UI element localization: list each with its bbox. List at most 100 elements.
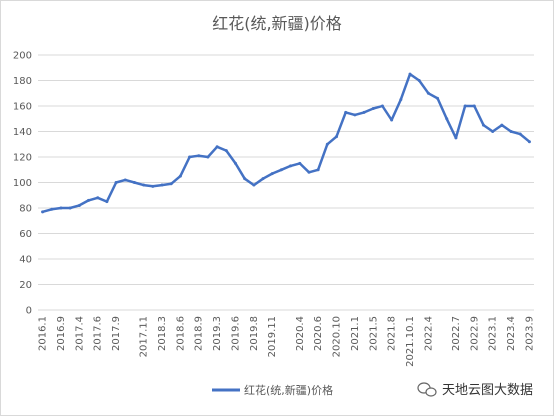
series-line bbox=[41, 72, 531, 214]
data-point bbox=[188, 155, 192, 159]
data-point bbox=[390, 118, 394, 122]
data-point bbox=[500, 123, 504, 127]
data-point bbox=[270, 172, 274, 176]
data-point bbox=[463, 104, 467, 108]
data-point bbox=[298, 161, 302, 165]
data-point bbox=[160, 183, 164, 187]
y-tick-label: 20 bbox=[19, 280, 32, 291]
x-tick-label: 2023.1 bbox=[488, 316, 499, 351]
y-tick-label: 100 bbox=[13, 178, 32, 189]
x-tick-label: 2018.9 bbox=[194, 316, 205, 351]
x-tick-label: 2021.10.1 bbox=[405, 316, 416, 367]
data-point bbox=[408, 72, 412, 76]
data-point bbox=[445, 117, 449, 121]
gridlines bbox=[38, 54, 534, 311]
data-point bbox=[215, 145, 219, 149]
data-point bbox=[50, 207, 54, 211]
data-point bbox=[362, 110, 366, 114]
data-point bbox=[279, 168, 283, 172]
data-point bbox=[114, 181, 118, 184]
x-tick-label: 2022.4 bbox=[423, 316, 434, 351]
data-point bbox=[77, 203, 81, 207]
data-point bbox=[261, 177, 265, 181]
x-tick-label: 2018.3 bbox=[157, 316, 168, 351]
chart-title: 红花(统,新疆)价格 bbox=[212, 14, 342, 33]
x-tick-label: 2016.9 bbox=[56, 316, 67, 351]
data-point bbox=[41, 210, 45, 214]
y-tick-label: 180 bbox=[13, 76, 32, 87]
data-point bbox=[96, 196, 100, 200]
x-tick-label: 2019.8 bbox=[249, 316, 260, 351]
x-tick-label: 2022.7 bbox=[451, 316, 462, 351]
x-tick-label: 2020.4 bbox=[295, 316, 306, 351]
data-point bbox=[123, 178, 127, 182]
x-tick-label: 2017.11 bbox=[139, 316, 150, 357]
data-point bbox=[491, 130, 495, 133]
x-tick-label: 2023.4 bbox=[506, 316, 517, 351]
y-tick-label: 200 bbox=[13, 51, 32, 62]
y-tick-label: 140 bbox=[13, 127, 32, 138]
wechat-icon bbox=[417, 382, 437, 397]
data-point bbox=[142, 183, 146, 187]
x-tick-label: 2016.1 bbox=[38, 316, 49, 351]
data-point bbox=[371, 107, 375, 111]
data-point bbox=[527, 140, 531, 144]
y-tick-label: 120 bbox=[13, 153, 32, 164]
data-point bbox=[169, 182, 173, 186]
data-point bbox=[105, 200, 109, 204]
series-layer bbox=[41, 72, 531, 214]
data-point bbox=[481, 123, 485, 127]
data-point bbox=[307, 170, 311, 174]
y-tick-label: 40 bbox=[19, 255, 32, 266]
x-tick-label: 2017.6 bbox=[93, 316, 104, 351]
data-point bbox=[335, 135, 339, 139]
x-tick-label: 2020.10 bbox=[332, 316, 343, 357]
data-point bbox=[353, 113, 357, 117]
x-tick-label: 2019.3 bbox=[212, 316, 223, 351]
data-point bbox=[206, 155, 210, 159]
x-tick-label: 2021.8 bbox=[387, 316, 398, 351]
data-point bbox=[252, 183, 256, 187]
data-point bbox=[87, 198, 91, 202]
data-point bbox=[243, 177, 247, 181]
data-point bbox=[151, 184, 155, 188]
data-point bbox=[509, 130, 513, 133]
x-tick-label: 2017.9 bbox=[111, 316, 122, 351]
watermark: 天地云图大数据 bbox=[417, 382, 533, 398]
x-tick-label: 2017.4 bbox=[74, 316, 85, 351]
data-point bbox=[344, 110, 348, 114]
y-tick-label: 0 bbox=[26, 306, 32, 317]
data-point bbox=[224, 149, 228, 153]
data-point bbox=[233, 161, 237, 165]
x-tick-label: 2020.6 bbox=[313, 316, 324, 351]
y-tick-label: 160 bbox=[13, 102, 32, 113]
data-point bbox=[59, 206, 63, 210]
x-tick-label: 2019.6 bbox=[230, 316, 241, 351]
legend-label: 红花(统,新疆)价格 bbox=[244, 383, 333, 397]
data-point bbox=[472, 104, 476, 108]
x-tick-label: 2021.5 bbox=[368, 316, 379, 351]
y-tick-label: 80 bbox=[19, 204, 32, 215]
data-point bbox=[178, 174, 182, 178]
x-tick-label: 2019.11 bbox=[267, 316, 278, 357]
x-tick-label: 2023.9 bbox=[524, 316, 535, 351]
data-point bbox=[325, 142, 329, 146]
data-point bbox=[289, 164, 293, 168]
x-tick-label: 2022.9 bbox=[469, 316, 480, 351]
data-point bbox=[380, 104, 384, 108]
watermark-text: 天地云图大数据 bbox=[442, 383, 533, 398]
y-tick-label: 60 bbox=[19, 229, 32, 240]
data-point bbox=[399, 98, 403, 102]
data-point bbox=[426, 91, 430, 95]
data-point bbox=[454, 136, 458, 140]
legend: 红花(统,新疆)价格 bbox=[212, 383, 333, 397]
x-tick-label: 2021.1 bbox=[350, 316, 361, 351]
data-point bbox=[436, 96, 440, 100]
data-point bbox=[316, 168, 320, 172]
data-point bbox=[417, 79, 421, 82]
x-tick-label: 2018.6 bbox=[175, 316, 186, 351]
data-point bbox=[132, 181, 136, 184]
x-axis-ticks: 2016.1 2016.9 2017.4 2017.6 2017.9 2017.11 201… bbox=[38, 316, 536, 367]
